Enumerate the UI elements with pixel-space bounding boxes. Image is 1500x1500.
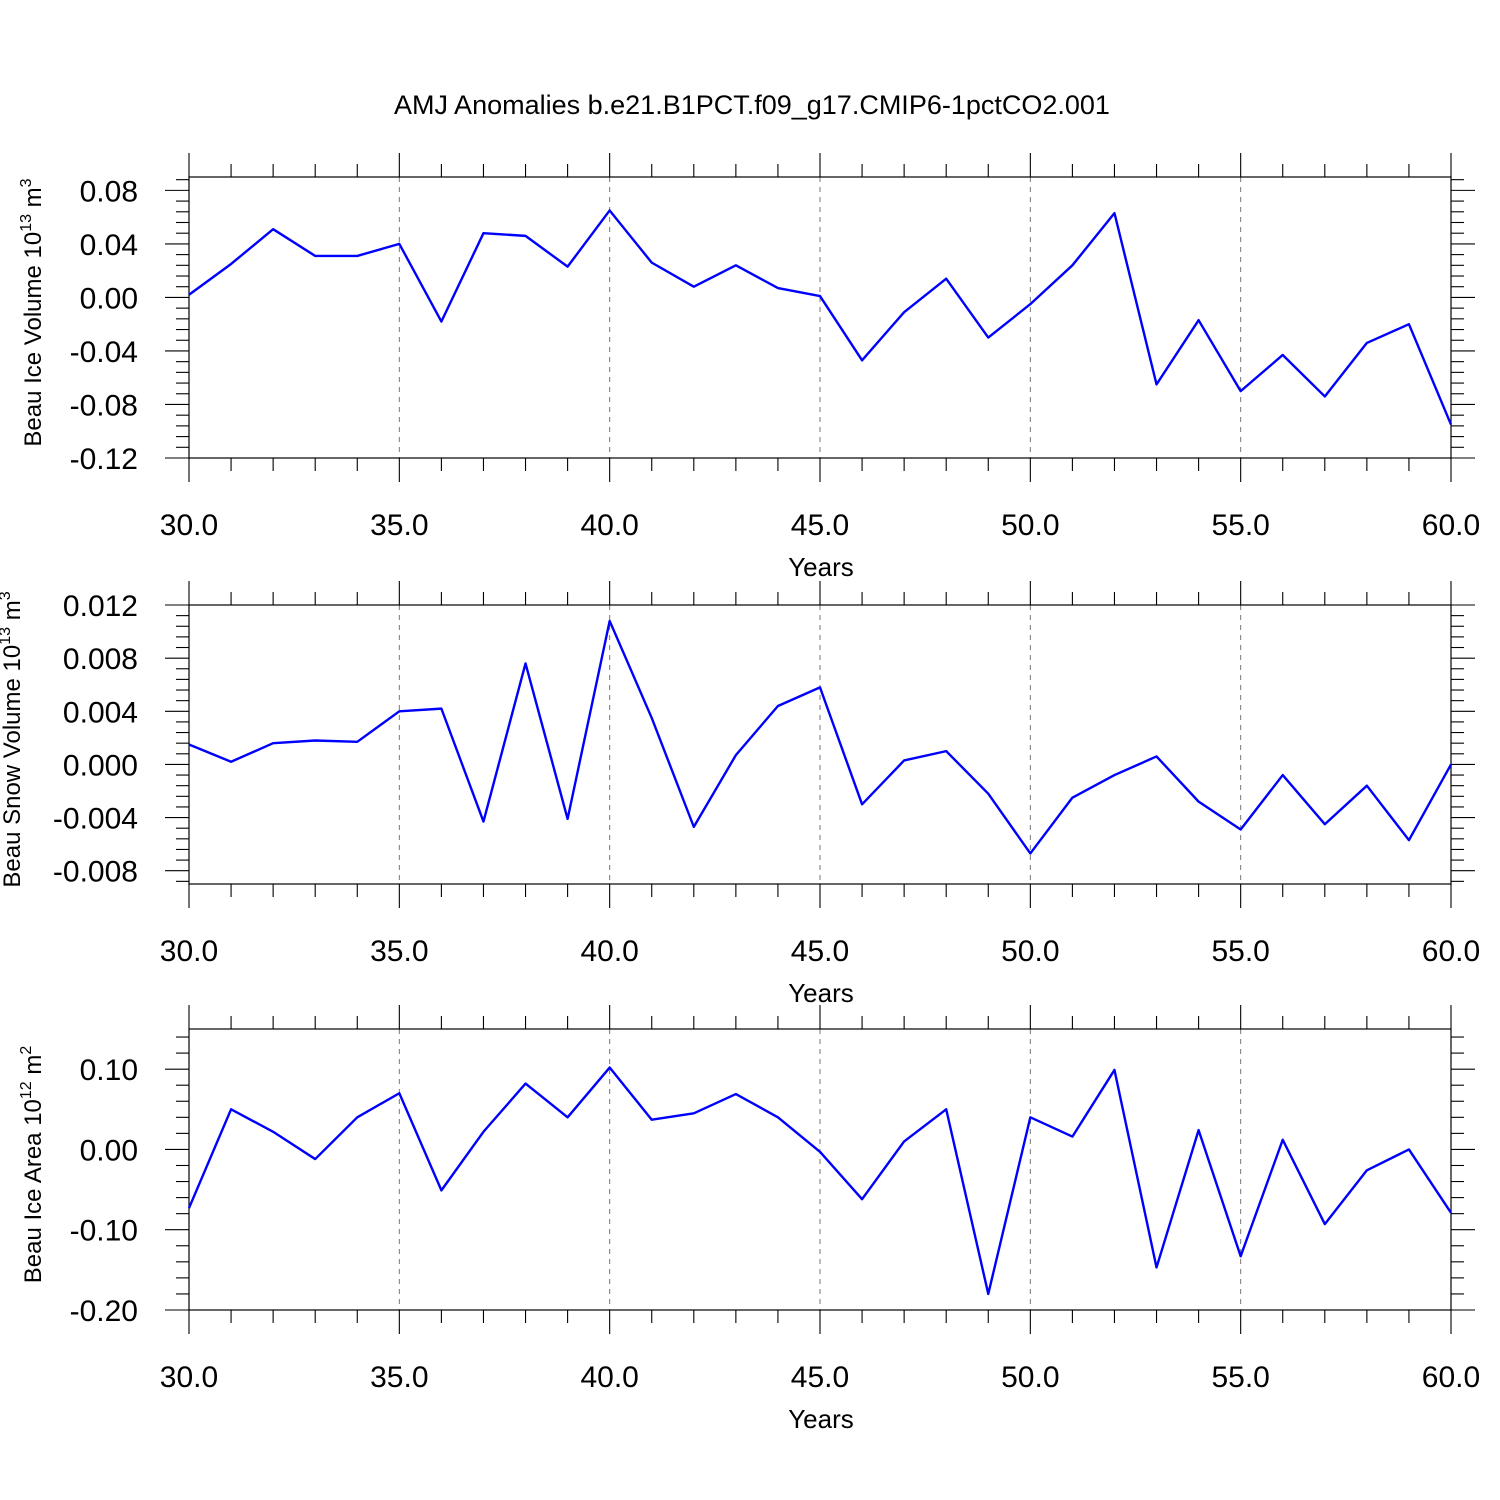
y-axis-label-part: 3 <box>0 591 14 600</box>
y-tick-label: -0.08 <box>70 389 138 422</box>
y-axis-label-part: Beau Ice Area 10 <box>20 1099 47 1283</box>
x-tick-label: 30.0 <box>160 935 218 968</box>
y-axis-label-part: m <box>20 187 47 214</box>
x-tick-label: 45.0 <box>791 509 849 542</box>
y-axis-label: Beau Ice Area 1012 m2 <box>18 1046 47 1284</box>
x-tick-label: 40.0 <box>580 935 638 968</box>
y-tick-label: -0.20 <box>70 1295 138 1328</box>
panels: 30.0 35.0 40.0 45.0 50.0 55.0 60.0 -0.12 -0.08 -0… <box>0 153 1480 1434</box>
y-tick-label: 0.04 <box>80 229 138 262</box>
y-axis-label-part: 13 <box>18 214 35 232</box>
y-axis-label-part: Beau Ice Volume 10 <box>20 232 47 447</box>
y-tick-label: 0.10 <box>80 1054 138 1087</box>
y-tick-label: 0.008 <box>63 643 138 676</box>
y-tick-label: -0.008 <box>53 856 138 889</box>
x-tick-label: 50.0 <box>1001 509 1059 542</box>
x-tick-label: 50.0 <box>1001 935 1059 968</box>
x-tick-label: 60.0 <box>1422 935 1480 968</box>
x-tick-label: 30.0 <box>160 1361 218 1394</box>
y-tick-label: -0.004 <box>53 803 138 836</box>
x-tick-label: 50.0 <box>1001 1361 1059 1394</box>
chart-panel-2: 30.0 35.0 40.0 45.0 50.0 55.0 60.0 -0.008 -0.004… <box>0 581 1480 1008</box>
y-axis-label-part: m <box>20 1055 47 1082</box>
x-tick-label: 55.0 <box>1211 509 1269 542</box>
y-axis-label-part: 2 <box>18 1046 35 1055</box>
x-tick-label: 55.0 <box>1211 935 1269 968</box>
y-tick-label: -0.12 <box>70 443 138 476</box>
y-axis-label: Beau Ice Volume 1013 m3 <box>18 178 47 446</box>
y-axis-label-part: Beau Snow Volume 10 <box>0 645 26 888</box>
chart-title: AMJ Anomalies b.e21.B1PCT.f09_g17.CMIP6-… <box>394 90 1110 120</box>
y-tick-label: 0.004 <box>63 696 138 729</box>
x-tick-label: 35.0 <box>370 935 428 968</box>
y-axis-label-part: 13 <box>0 627 14 645</box>
y-axis-label-part: m <box>0 600 26 627</box>
x-tick-label: 35.0 <box>370 509 428 542</box>
y-tick-label: 0.000 <box>63 749 138 782</box>
x-tick-label: 60.0 <box>1422 1361 1480 1394</box>
x-tick-label: 60.0 <box>1422 509 1480 542</box>
x-tick-label: 45.0 <box>791 935 849 968</box>
y-tick-label: -0.10 <box>70 1215 138 1248</box>
x-tick-label: 55.0 <box>1211 1361 1269 1394</box>
x-tick-label: 30.0 <box>160 509 218 542</box>
y-tick-label: 0.00 <box>80 282 138 315</box>
x-tick-label: 40.0 <box>580 509 638 542</box>
y-tick-label: 0.08 <box>80 175 138 208</box>
y-axis-label: Beau Snow Volume 1013 m3 <box>0 591 26 887</box>
x-tick-label: 35.0 <box>370 1361 428 1394</box>
y-axis-label-part: 12 <box>18 1081 35 1099</box>
x-axis-label: Years <box>788 1404 854 1434</box>
y-tick-label: 0.012 <box>63 590 138 623</box>
y-tick-label: -0.04 <box>70 336 138 369</box>
y-axis-label-part: 3 <box>18 178 35 187</box>
chart-panel-3: 30.0 35.0 40.0 45.0 50.0 55.0 60.0 -0.20 -0.10 0.… <box>18 1005 1480 1434</box>
x-tick-label: 45.0 <box>791 1361 849 1394</box>
y-tick-label: 0.00 <box>80 1134 138 1167</box>
x-axis-label: Years <box>788 552 854 582</box>
x-axis-label: Years <box>788 978 854 1008</box>
x-tick-label: 40.0 <box>580 1361 638 1394</box>
chart-panel-1: 30.0 35.0 40.0 45.0 50.0 55.0 60.0 -0.12 -0.08 -0… <box>18 153 1480 582</box>
